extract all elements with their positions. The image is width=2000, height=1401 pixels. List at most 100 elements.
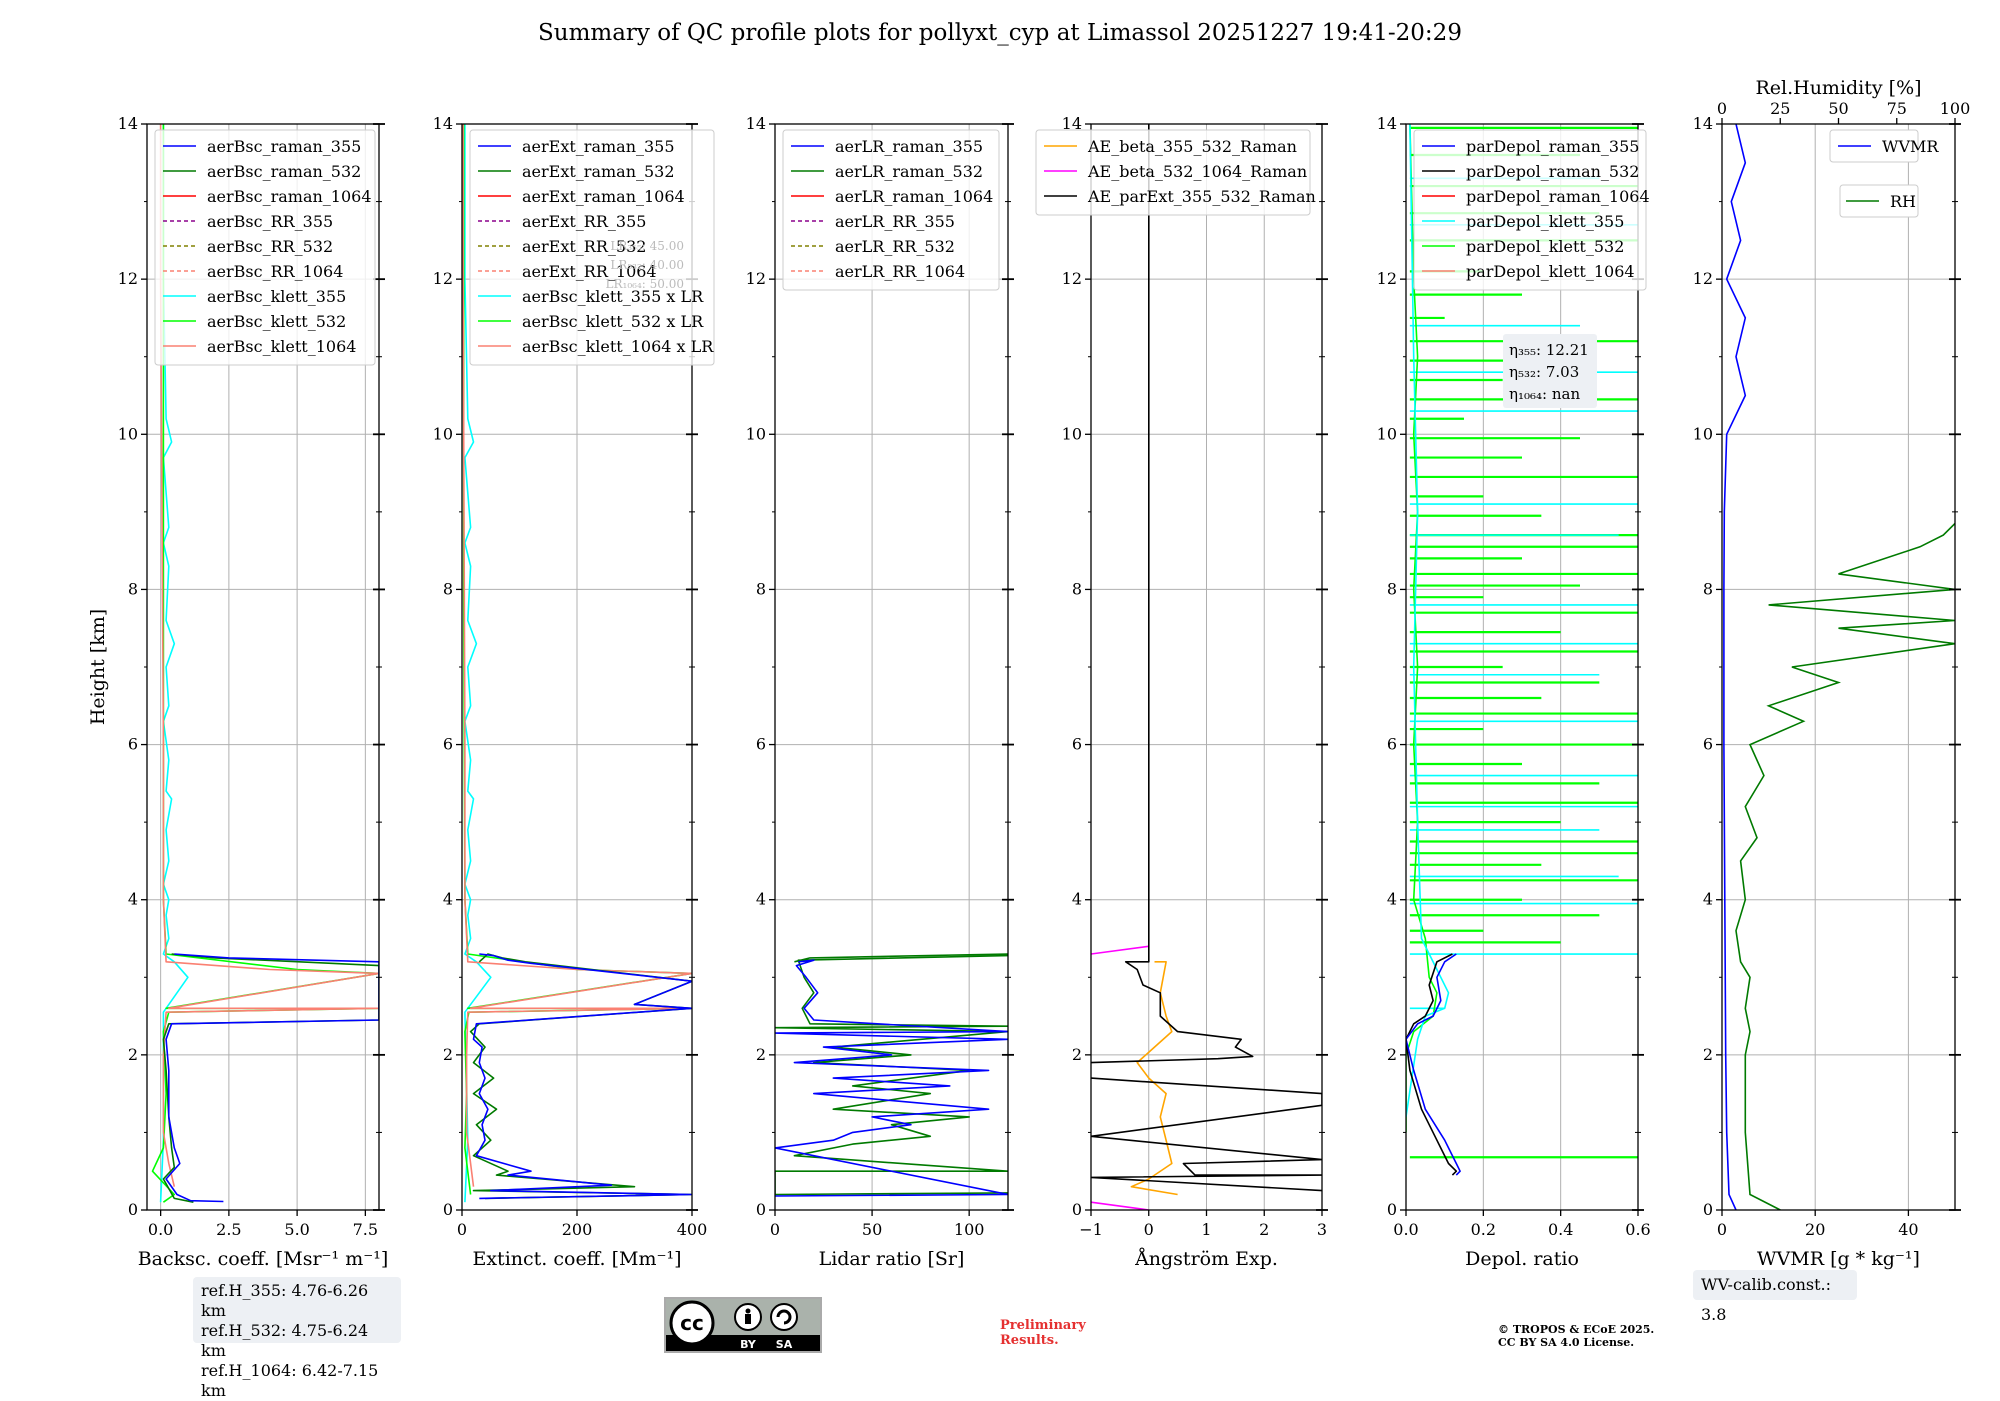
legend-label: aerBsc_RR_1064 <box>207 262 343 281</box>
series-AE_parExt_355_532_Raman <box>1091 124 1254 1064</box>
x-tick-label: 2.5 <box>216 1220 241 1239</box>
cc-license-badge: cc BY SA <box>664 1297 822 1353</box>
y-tick-label: 8 <box>1387 579 1397 598</box>
y-tick-label: 6 <box>1387 735 1397 754</box>
y-tick-label: 10 <box>1062 424 1082 443</box>
legend-label: aerBsc_RR_355 <box>207 212 333 231</box>
legend-label: aerLR_raman_1064 <box>835 187 993 206</box>
legend-label: parDepol_raman_1064 <box>1466 187 1650 206</box>
legend-box <box>782 129 1000 291</box>
x-tick-label: 0.0 <box>148 1220 173 1239</box>
legend-label: aerBsc_klett_532 x LR <box>522 312 704 331</box>
eta-value: η₃₅₅: 12.21 <box>1509 341 1589 359</box>
x-tick-label: −1 <box>1079 1220 1103 1239</box>
legend-box <box>1829 129 1919 163</box>
eta-value: η₁₀₆₄: nan <box>1509 385 1580 403</box>
x-tick-label: 0 <box>457 1220 467 1239</box>
legend-label: RH <box>1890 192 1916 211</box>
top-x-tick-label: 75 <box>1887 99 1907 118</box>
legend-label: aerLR_RR_1064 <box>835 262 965 281</box>
y-tick-label: 12 <box>746 269 766 288</box>
preliminary-note: Preliminary Results. <box>1000 1318 1086 1348</box>
series-WVMR <box>1723 124 1747 1210</box>
legend: aerLR_raman_355 aerLR_raman_532 aerLR_rama… <box>782 129 1000 291</box>
x-tick-label: 20 <box>1805 1220 1825 1239</box>
plot-area <box>1091 124 1322 1210</box>
y-tick-label: 2 <box>128 1045 138 1064</box>
y-tick-label: 12 <box>1062 269 1082 288</box>
cc-icon <box>669 1300 715 1346</box>
lidar-ratio-note: LR₁₀₆₄: 50.00 <box>606 277 684 291</box>
legend-label: aerLR_RR_532 <box>835 237 955 256</box>
series-AE_beta_355_532_Raman <box>1130 960 1178 1196</box>
x-tick-label: 100 <box>954 1220 985 1239</box>
plot-area <box>775 953 1008 1197</box>
plot-area <box>1406 124 1638 1176</box>
y-tick-label: 12 <box>1377 269 1397 288</box>
legend-label: parDepol_klett_1064 <box>1466 262 1635 281</box>
y-tick-label: 14 <box>1693 114 1713 133</box>
y-tick-label: 8 <box>128 579 138 598</box>
copyright-note: © TROPOS & ECoE 2025. CC BY SA 4.0 Licen… <box>1498 1323 1655 1349</box>
legend: WVMR RH <box>1829 129 1939 218</box>
panel-depol: 0 2 4 6 8 10 12 14 0.0 0.2 0.4 0.6 Depol. ratio parDe… <box>1377 114 1651 1270</box>
series-aerBsc_klett_355 <box>159 124 189 1203</box>
svg-text:BY: BY <box>740 1338 757 1351</box>
x-tick-label: 50 <box>862 1220 882 1239</box>
plot-area <box>462 124 692 1203</box>
legend-label: aerBsc_raman_355 <box>207 137 361 156</box>
legend-label: aerLR_RR_355 <box>835 212 955 231</box>
series-aerBsc_raman_532 <box>162 953 379 1203</box>
plot-area <box>151 124 379 1203</box>
series-aerBsc_klett_1064 <box>159 124 379 1187</box>
x-tick-label: 0.2 <box>1471 1220 1496 1239</box>
y-tick-label: 0 <box>756 1200 766 1219</box>
reference-height-box: ref.H_355: 4.76-6.26 km ref.H_532: 4.75-… <box>193 1277 401 1400</box>
plot-area <box>1723 124 1955 1210</box>
wv-calibration-box: WV-calib.const.: 3.8 <box>1693 1270 1857 1324</box>
ref-height-1064: ref.H_1064: 6.42-7.15 km <box>201 1361 379 1400</box>
y-tick-label: 10 <box>1693 424 1713 443</box>
panel-backscatter: 0 2 4 6 8 10 12 14 0.0 2.5 5.0 7.5 Backsc. coeff. [M… <box>87 114 388 1270</box>
lidar-ratio-note: LR₃₅₅: 45.00 <box>610 239 684 253</box>
y-tick-label: 4 <box>443 890 453 909</box>
y-tick-label: 2 <box>1703 1045 1713 1064</box>
y-tick-label: 0 <box>1072 1200 1082 1219</box>
y-tick-label: 0 <box>1387 1200 1397 1219</box>
legend-box <box>1035 129 1311 216</box>
top-x-tick-label: 0 <box>1717 99 1727 118</box>
legend-label: AE_beta_355_532_Raman <box>1087 137 1297 156</box>
x-tick-label: 0 <box>1144 1220 1154 1239</box>
legend-label: aerBsc_raman_1064 <box>207 187 372 206</box>
panel-extinction: 0 2 4 6 8 10 12 14 0 200 400 Extinct. coeff. [Mm⁻¹]… <box>433 114 715 1270</box>
x-tick-label: 0.0 <box>1393 1220 1418 1239</box>
ref-height-532: ref.H_532: 4.75-6.24 km <box>201 1321 369 1360</box>
x-tick-label: 0 <box>770 1220 780 1239</box>
legend-label: parDepol_klett_355 <box>1466 212 1624 231</box>
y-tick-label: 6 <box>128 735 138 754</box>
legend-label: AE_parExt_355_532_Raman <box>1087 187 1316 206</box>
top-x-tick-label: 100 <box>1940 99 1971 118</box>
y-tick-label: 8 <box>1703 579 1713 598</box>
series-RH <box>1735 522 1955 1210</box>
x-axis-label: Depol. ratio <box>1465 1248 1579 1270</box>
x-tick-label: 1 <box>1201 1220 1211 1239</box>
y-tick-label: 6 <box>756 735 766 754</box>
x-axis-label: Lidar ratio [Sr] <box>819 1248 965 1270</box>
svg-text:SA: SA <box>776 1338 793 1351</box>
legend-label: aerExt_raman_1064 <box>522 187 685 206</box>
lidar-ratio-note: LR₅₃₂: 40.00 <box>610 258 684 272</box>
y-tick-label: 2 <box>443 1045 453 1064</box>
y-tick-label: 4 <box>1703 890 1713 909</box>
x-tick-label: 7.5 <box>353 1220 378 1239</box>
y-tick-label: 2 <box>1387 1045 1397 1064</box>
series-AE_parExt_355_532_Raman <box>1091 1077 1322 1192</box>
x-tick-label: 40 <box>1898 1220 1918 1239</box>
legend-label: aerBsc_raman_532 <box>207 162 361 181</box>
y-tick-label: 12 <box>1693 269 1713 288</box>
y-tick-label: 6 <box>1072 735 1082 754</box>
legend-label: aerBsc_klett_532 <box>207 312 346 331</box>
x-axis-label: Backsc. coeff. [Msr⁻¹ m⁻¹] <box>138 1248 389 1270</box>
